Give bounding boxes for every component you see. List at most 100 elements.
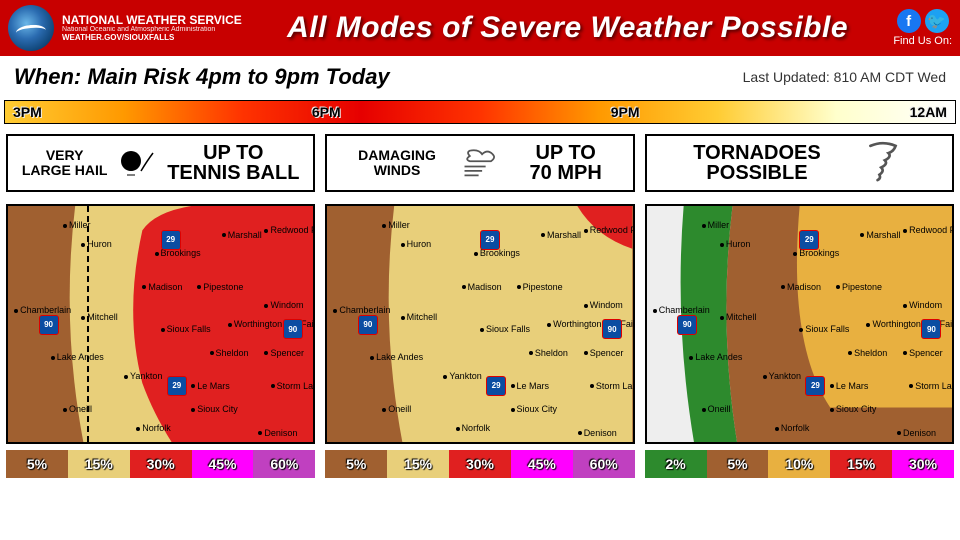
city-label: Madison <box>781 282 821 292</box>
highway-shield: 29 <box>799 230 819 250</box>
city-label: Pipestone <box>197 282 243 292</box>
highway-shield: 90 <box>283 319 303 339</box>
agency-sub: National Oceanic and Atmospheric Adminis… <box>62 26 242 33</box>
threat-panel: TORNADOESPOSSIBLE MillerHuronBrookingsMar… <box>645 134 954 478</box>
timeline-label: 9PM <box>611 104 640 120</box>
city-label: Windom <box>264 300 303 310</box>
headline: All Modes of Severe Weather Possible <box>242 11 894 45</box>
probability-legend: 2%5%10%15%30% <box>645 450 954 478</box>
wind-icon <box>461 141 505 185</box>
city-label: Denison <box>258 428 297 438</box>
city-label: Chamberlain <box>333 305 390 315</box>
city-label: Oneill <box>702 404 731 414</box>
risk-map: MillerHuronBrookingsMarshallRedwood Fall… <box>6 204 315 444</box>
city-label: Miller <box>382 220 410 230</box>
city-label: Spencer <box>584 348 624 358</box>
highway-shield: 29 <box>480 230 500 250</box>
highway-shield: 29 <box>167 376 187 396</box>
highway-shield: 29 <box>486 376 506 396</box>
city-label: Worthington <box>866 319 920 329</box>
city-label: Lake Andes <box>51 352 104 362</box>
agency-url: WEATHER.GOV/SIOUXFALLS <box>62 34 242 42</box>
legend-cell: 30% <box>449 450 511 478</box>
city-label: Sioux Falls <box>480 324 530 334</box>
city-label: Le Mars <box>511 381 550 391</box>
highway-shield: 29 <box>805 376 825 396</box>
highway-shield: 90 <box>358 315 378 335</box>
city-label: Pipestone <box>517 282 563 292</box>
city-label: Lake Andes <box>689 352 742 362</box>
city-label: Oneill <box>382 404 411 414</box>
panel-value: UP TOTENNIS BALL <box>167 143 299 183</box>
city-label: Lake Andes <box>370 352 423 362</box>
city-label: Sheldon <box>848 348 887 358</box>
legend-cell: 5% <box>325 450 387 478</box>
social-block: f 🐦 Find Us On: <box>893 9 952 47</box>
city-label: Storm Lake <box>590 381 635 391</box>
city-label: Mitchell <box>401 312 438 322</box>
city-label: Norfolk <box>775 423 810 433</box>
city-label: Denison <box>578 428 617 438</box>
timeline-label: 3PM <box>13 104 42 120</box>
probability-legend: 5%15%30%45%60% <box>6 450 315 478</box>
city-label: Spencer <box>264 348 304 358</box>
city-label: Norfolk <box>136 423 171 433</box>
city-label: Sheldon <box>210 348 249 358</box>
city-label: Le Mars <box>191 381 230 391</box>
city-label: Marshall <box>541 230 581 240</box>
city-label: Norfolk <box>456 423 491 433</box>
tornado-icon <box>861 141 905 185</box>
hail-icon <box>115 141 159 185</box>
panel-header: DAMAGINGWINDSUP TO70 MPH <box>325 134 634 192</box>
city-label: Huron <box>720 239 751 249</box>
panel-header: TORNADOESPOSSIBLE <box>645 134 954 192</box>
risk-map: Miller Huron Brookings MarshallRedwood Fall… <box>325 204 634 444</box>
city-label: Yankton <box>443 371 481 381</box>
timeline-label: 12AM <box>910 104 947 120</box>
city-label: Brookings <box>474 248 520 258</box>
highway-shield: 29 <box>161 230 181 250</box>
header-banner: NATIONAL WEATHER SERVICE National Oceani… <box>0 0 960 56</box>
find-us-label: Find Us On: <box>893 35 952 47</box>
facebook-icon[interactable]: f <box>897 9 921 33</box>
city-label: Mitchell <box>81 312 118 322</box>
city-label: Windom <box>584 300 623 310</box>
panel-label: VERYLARGE HAIL <box>22 148 108 179</box>
city-label: Worthington <box>228 319 282 329</box>
legend-cell: 15% <box>68 450 130 478</box>
when-text: When: Main Risk 4pm to 9pm Today <box>14 64 390 90</box>
city-label: Yankton <box>763 371 801 381</box>
city-label: Huron <box>401 239 432 249</box>
city-label: Redwood Falls <box>264 225 315 235</box>
city-label: Oneill <box>63 404 92 414</box>
agency-block: NATIONAL WEATHER SERVICE National Oceani… <box>62 14 242 42</box>
city-label: Denison <box>897 428 936 438</box>
city-label: Sioux City <box>191 404 238 414</box>
city-label: Marshall <box>222 230 262 240</box>
city-label: Brookings <box>155 248 201 258</box>
highway-shield: 90 <box>677 315 697 335</box>
city-label: Redwood Falls <box>584 225 635 235</box>
legend-cell: 15% <box>387 450 449 478</box>
city-label: Storm Lake <box>909 381 954 391</box>
city-label: Redwood Falls <box>903 225 954 235</box>
city-label: Pipestone <box>836 282 882 292</box>
panel-header: VERYLARGE HAIL UP TOTENNIS BALL <box>6 134 315 192</box>
risk-map: MillerHuronBrookingsMarshallRedwood Fall… <box>645 204 954 444</box>
threat-panel: VERYLARGE HAILUP TOTENNIS BALLMillerHuro… <box>6 134 315 478</box>
probability-legend: 5%15%30%45%60% <box>325 450 634 478</box>
highway-shield: 90 <box>602 319 622 339</box>
city-label: Chamberlain <box>14 305 71 315</box>
city-label: Sheldon <box>529 348 568 358</box>
city-label: Storm Lake <box>271 381 316 391</box>
city-label: Worthington <box>547 319 601 329</box>
highway-shield: 90 <box>39 315 59 335</box>
legend-cell: 30% <box>130 450 192 478</box>
agency-name: NATIONAL WEATHER SERVICE <box>62 14 242 27</box>
twitter-icon[interactable]: 🐦 <box>925 9 949 33</box>
panel-value: TORNADOESPOSSIBLE <box>693 143 820 183</box>
city-label: Sioux Falls <box>799 324 849 334</box>
city-label: Madison <box>142 282 182 292</box>
legend-cell: 15% <box>830 450 892 478</box>
threat-panel: DAMAGINGWINDSUP TO70 MPH Miller Huron Brook… <box>325 134 634 478</box>
